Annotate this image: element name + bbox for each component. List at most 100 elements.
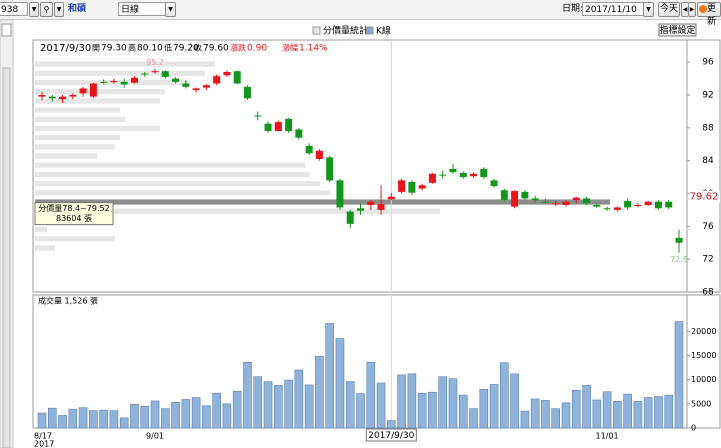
today-button[interactable]: 今天 bbox=[658, 2, 680, 17]
x-tick-label: 8/17 bbox=[34, 432, 52, 441]
stock-code-input[interactable]: 938 bbox=[0, 2, 28, 16]
volume-bar bbox=[448, 378, 458, 429]
code-dropdown[interactable]: ▼ bbox=[29, 2, 39, 17]
volume-bar bbox=[263, 381, 273, 429]
candle-body bbox=[233, 71, 241, 84]
next-button[interactable]: ▶ bbox=[688, 2, 696, 17]
candle-body bbox=[110, 81, 118, 83]
volume-bar bbox=[571, 389, 581, 429]
candle-body bbox=[408, 182, 416, 193]
candle-body bbox=[120, 81, 128, 85]
candle-body bbox=[603, 208, 611, 210]
candle-body bbox=[428, 173, 436, 183]
candle-body bbox=[79, 88, 87, 94]
scrollbar[interactable] bbox=[2, 67, 11, 448]
profile-bar bbox=[35, 153, 97, 159]
volume-bar bbox=[304, 384, 314, 429]
candle-body bbox=[500, 190, 508, 201]
volume-bar bbox=[633, 401, 643, 429]
candle-body bbox=[243, 86, 251, 99]
volume-bar bbox=[37, 412, 47, 429]
y-tick-label: 72 bbox=[702, 255, 713, 265]
volume-bar bbox=[541, 400, 550, 429]
candle-body bbox=[634, 204, 642, 206]
candle-body bbox=[562, 201, 570, 205]
volume-bar bbox=[520, 410, 530, 429]
x-tick-label: 2017/9/30 bbox=[368, 431, 414, 441]
profile-bar bbox=[35, 199, 610, 205]
candle-body bbox=[161, 71, 169, 77]
side-button[interactable] bbox=[1, 23, 12, 37]
candle-body bbox=[459, 172, 467, 178]
settings-button[interactable] bbox=[658, 23, 697, 37]
volume-bar bbox=[294, 369, 304, 429]
period-dropdown[interactable]: ▼ bbox=[165, 2, 176, 17]
volume-bar bbox=[643, 397, 653, 429]
header-value: 79.30 bbox=[101, 44, 127, 54]
candle-body bbox=[665, 201, 673, 208]
volume-bar bbox=[335, 338, 345, 429]
candle-body bbox=[470, 173, 478, 177]
candle-body bbox=[172, 78, 180, 82]
header-label: 高 bbox=[128, 43, 136, 53]
volume-bar bbox=[47, 407, 57, 429]
volume-bar bbox=[500, 362, 509, 429]
candle-body bbox=[274, 122, 282, 132]
price-mark: 79.62 bbox=[690, 192, 719, 203]
volume-bar bbox=[109, 410, 119, 429]
volume-bar bbox=[479, 389, 489, 429]
header-value: 1.14% bbox=[299, 44, 328, 54]
profile-bar bbox=[35, 162, 306, 168]
candle-body bbox=[572, 197, 580, 201]
candle-body bbox=[264, 123, 272, 132]
volume-bar bbox=[191, 397, 201, 429]
price-mark-bg bbox=[689, 190, 720, 203]
refresh-button[interactable]: 更新 bbox=[697, 2, 721, 27]
candle-body bbox=[69, 94, 77, 97]
volume-bar bbox=[623, 393, 632, 429]
candle-body bbox=[202, 85, 210, 88]
candle-body bbox=[449, 168, 457, 173]
candle-body bbox=[675, 237, 683, 243]
volume-bar bbox=[284, 379, 293, 429]
volume-bar bbox=[376, 382, 386, 429]
settings-label[interactable]: 指標設定 bbox=[659, 24, 695, 36]
y-tick-label: 92 bbox=[702, 90, 713, 100]
volume-bar bbox=[510, 373, 519, 429]
volume-bar bbox=[181, 399, 191, 429]
date-input[interactable]: 2017/11/10 bbox=[582, 2, 644, 16]
tooltip-line: 分價量78.4~79.52 bbox=[38, 204, 109, 213]
legend-label: K線 bbox=[376, 25, 391, 37]
candle-body bbox=[336, 180, 344, 208]
profile-bar bbox=[35, 144, 115, 150]
legend-swatch bbox=[365, 26, 374, 35]
volume-bar bbox=[345, 381, 355, 429]
volume-bar bbox=[366, 361, 376, 429]
candle-body bbox=[439, 174, 447, 176]
x-year-label: 2017 bbox=[34, 440, 54, 448]
stock-name[interactable]: 和碩 bbox=[68, 4, 87, 14]
candle-body bbox=[295, 129, 303, 138]
candle-body bbox=[541, 201, 549, 203]
candle-body bbox=[593, 204, 601, 207]
candle-body bbox=[305, 145, 313, 154]
volume-bar bbox=[387, 420, 396, 429]
search-dropdown[interactable]: ▼ bbox=[54, 2, 64, 17]
volume-bar bbox=[458, 394, 468, 429]
legend-label: 分價量統計 bbox=[323, 25, 368, 37]
y-tick-label: 0 bbox=[691, 424, 696, 433]
candle-body bbox=[418, 185, 426, 189]
header-value: 80.10 bbox=[137, 44, 163, 54]
candle-body bbox=[552, 203, 560, 205]
profile-bar bbox=[35, 61, 215, 67]
header-value: 79.20 bbox=[173, 44, 199, 54]
search-button[interactable]: ⚲ bbox=[40, 2, 53, 17]
volume-bar bbox=[78, 407, 88, 429]
candle-body bbox=[531, 198, 539, 201]
period-select[interactable]: 日線 bbox=[118, 2, 166, 16]
date-dropdown[interactable]: ▼ bbox=[643, 2, 654, 17]
candle-body bbox=[357, 208, 364, 211]
volume-bar bbox=[664, 394, 674, 429]
volume-bar bbox=[89, 410, 98, 429]
header-date: 2017/9/30 bbox=[40, 43, 91, 54]
